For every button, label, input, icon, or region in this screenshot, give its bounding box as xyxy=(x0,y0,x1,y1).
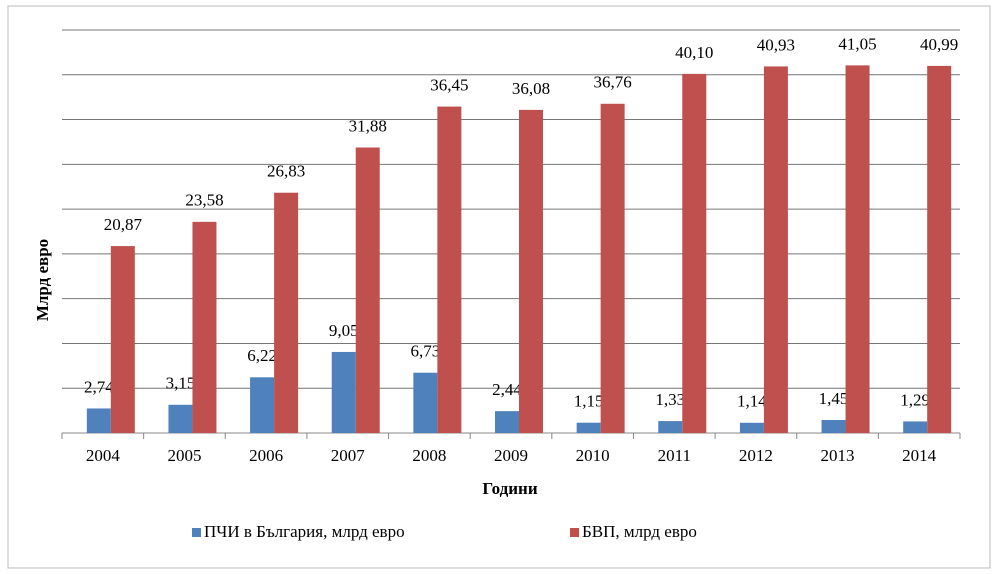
data-label: 31,88 xyxy=(349,116,387,135)
data-label: 6,22 xyxy=(247,346,277,365)
data-label: 3,15 xyxy=(166,374,196,393)
legend-label: БВП, млрд евро xyxy=(582,522,697,541)
bar xyxy=(845,65,870,433)
x-tick-label: 2004 xyxy=(86,446,121,465)
bar xyxy=(576,422,601,433)
bar xyxy=(821,420,846,433)
bar xyxy=(355,147,380,433)
bar xyxy=(110,246,135,433)
bar xyxy=(927,65,952,434)
x-tick-label: 2006 xyxy=(249,446,283,465)
data-label: 1,15 xyxy=(574,392,604,411)
data-label: 1,33 xyxy=(655,390,685,409)
x-tick-label: 2008 xyxy=(412,446,446,465)
bar xyxy=(763,66,788,434)
x-axis-title: Години xyxy=(482,479,538,498)
bar xyxy=(519,109,543,434)
x-tick-label: 2007 xyxy=(331,446,366,465)
chart-frame xyxy=(7,5,991,569)
legend-swatch xyxy=(570,528,579,537)
x-tick-label: 2011 xyxy=(658,446,691,465)
x-tick-label: 2010 xyxy=(576,446,610,465)
bar xyxy=(495,411,519,433)
x-tick-label: 2005 xyxy=(167,446,201,465)
x-tick-label: 2013 xyxy=(821,446,855,465)
bar xyxy=(86,408,111,433)
bar xyxy=(739,422,764,433)
data-label: 1,29 xyxy=(900,390,930,409)
y-axis-title: Млрд евро xyxy=(33,239,52,321)
data-label: 40,93 xyxy=(757,35,795,54)
x-tick-label: 2014 xyxy=(902,446,937,465)
data-label: 40,99 xyxy=(920,35,958,54)
data-label: 20,87 xyxy=(104,215,143,234)
bar xyxy=(331,351,356,433)
bar xyxy=(192,221,217,433)
bar xyxy=(413,372,438,433)
bar xyxy=(274,192,299,433)
x-tick-label: 2012 xyxy=(739,446,773,465)
data-label: 41,05 xyxy=(838,34,876,53)
bar xyxy=(682,73,707,433)
legend-swatch xyxy=(192,528,201,537)
data-label: 23,58 xyxy=(185,191,223,210)
bar xyxy=(658,421,683,433)
data-label: 1,14 xyxy=(737,392,767,411)
data-label: 40,10 xyxy=(675,43,713,62)
bar xyxy=(903,421,928,433)
data-label: 1,45 xyxy=(819,389,849,408)
data-label: 36,76 xyxy=(594,73,632,92)
bar xyxy=(168,404,193,433)
data-label: 36,08 xyxy=(512,79,550,98)
data-label: 2,74 xyxy=(84,377,114,396)
x-tick-label: 2009 xyxy=(494,446,528,465)
legend-label: ПЧИ в България, млрд евро xyxy=(204,522,405,541)
bar xyxy=(250,377,275,433)
data-label: 2,44 xyxy=(492,380,522,399)
bar xyxy=(600,103,625,434)
data-label: 36,45 xyxy=(430,75,468,94)
data-label: 26,83 xyxy=(267,162,305,181)
data-label: 9,05 xyxy=(329,321,359,340)
bar xyxy=(437,106,462,433)
data-label: 6,73 xyxy=(410,342,440,361)
